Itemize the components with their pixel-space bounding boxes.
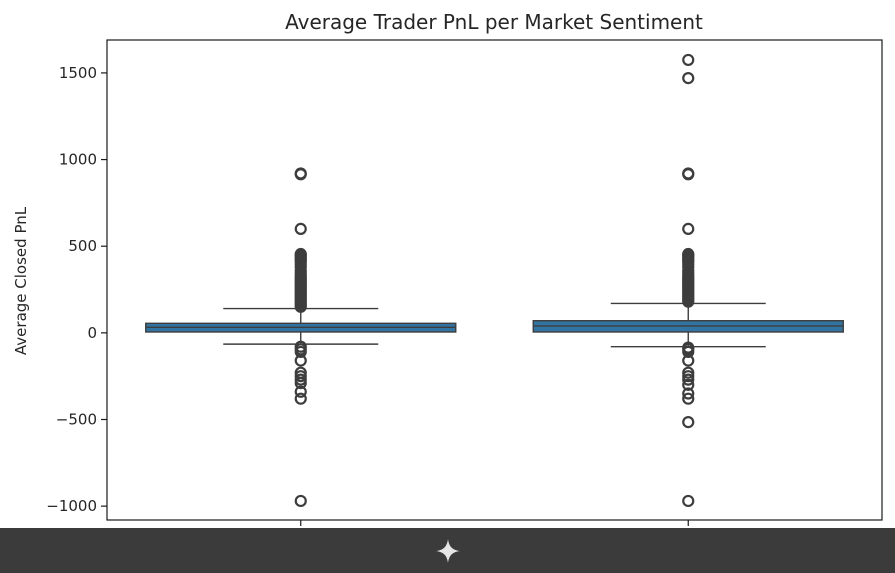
footer-bar [0, 528, 895, 573]
y-tick-label: 500 [68, 237, 97, 255]
outlier-point [682, 392, 695, 405]
outlier-point [294, 168, 307, 181]
outlier-point [294, 377, 307, 390]
outlier-point [682, 354, 695, 367]
outlier-point [682, 72, 695, 85]
sparkle-icon[interactable] [435, 538, 461, 564]
plot-frame [106, 39, 883, 521]
y-tick-label: −500 [56, 410, 97, 428]
outlier-point [682, 53, 695, 67]
outlier-point [294, 300, 307, 313]
chart-title: Average Trader PnL per Market Sentiment [285, 10, 703, 34]
outlier-point [682, 387, 695, 400]
outlier-point [294, 494, 307, 508]
outlier-point [682, 415, 695, 429]
y-tick-label: 1000 [59, 151, 97, 169]
outlier-point [682, 295, 695, 308]
outlier-point [294, 354, 307, 367]
outlier-point [682, 378, 695, 391]
box-group-2 [532, 53, 844, 526]
outlier-point [294, 385, 307, 398]
outlier-point [682, 494, 695, 508]
y-axis-label: Average Closed PnL [12, 206, 30, 355]
box-plot-chart: Average Trader PnL per Market Sentiment … [12, 10, 883, 526]
outlier-point [682, 345, 695, 359]
outlier-point [294, 392, 307, 405]
outlier-point [682, 168, 695, 181]
outlier-point [682, 373, 695, 386]
outlier-point [682, 222, 695, 235]
outlier-point [294, 222, 307, 235]
y-tick-label: −1000 [46, 497, 97, 515]
y-tick-label: 0 [87, 324, 97, 342]
box-group-1 [145, 167, 457, 526]
outlier-point [294, 345, 307, 359]
y-tick-label: 1500 [59, 64, 97, 82]
